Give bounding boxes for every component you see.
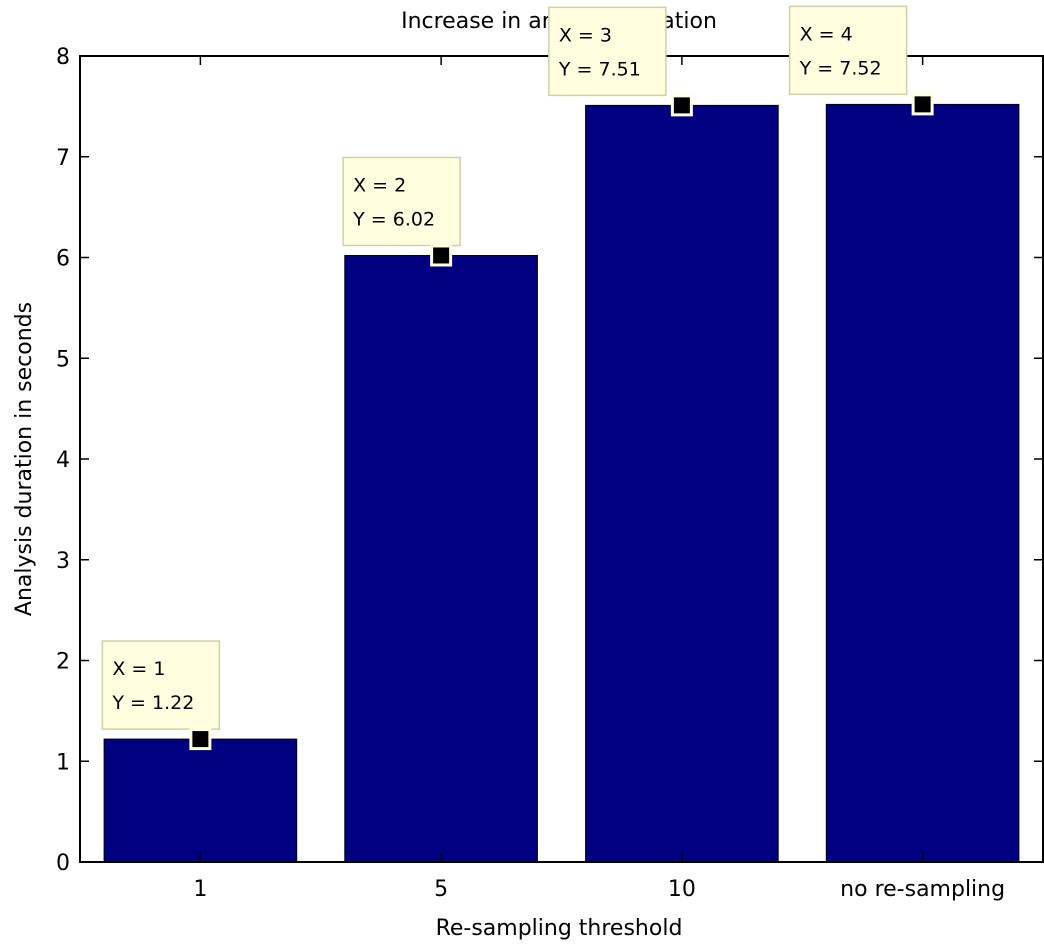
- datatip-marker-core: [914, 96, 931, 113]
- datatip-x-text: X = 1: [112, 658, 165, 680]
- datatip-box: [788, 5, 908, 96]
- x-axis-label: Re-sampling threshold: [436, 916, 683, 941]
- datatip-box: [101, 640, 221, 730]
- datatip-box: [342, 156, 461, 247]
- y-tick-label: 1: [56, 750, 70, 775]
- datatip-y-text: Y = 7.51: [558, 58, 641, 80]
- x-tick-label: 1: [193, 877, 207, 902]
- datatip-y-text: Y = 7.52: [799, 57, 882, 79]
- datatip-marker-core: [192, 731, 209, 748]
- bar: [344, 255, 538, 863]
- datatip-marker-core: [433, 247, 450, 264]
- datatip-marker-core: [673, 97, 690, 114]
- datatip-box: [548, 6, 667, 97]
- y-tick-label: 4: [56, 448, 70, 473]
- datatip-x-text: X = 3: [559, 24, 612, 46]
- y-tick-label: 6: [56, 247, 70, 272]
- datatip-x-text: X = 2: [353, 174, 406, 196]
- y-tick-label: 3: [56, 549, 70, 574]
- ticks-layer: 0 1 2 3 4 5 6 7 8 1 5 10 no re-sampling: [56, 45, 1043, 902]
- datatip-y-text: Y = 6.02: [352, 208, 435, 230]
- x-tick-label: no re-sampling: [840, 877, 1005, 902]
- bar: [825, 103, 1020, 863]
- y-axis-label: Analysis duration in seconds: [12, 302, 37, 616]
- bar: [585, 104, 779, 863]
- x-tick-label: 5: [434, 877, 448, 902]
- y-tick-label: 7: [56, 146, 70, 171]
- x-tick-label: 10: [668, 877, 696, 902]
- datatip-x-text: X = 4: [800, 23, 853, 45]
- y-tick-label: 2: [56, 650, 70, 675]
- y-tick-label: 0: [56, 851, 70, 876]
- y-tick-label: 5: [56, 347, 70, 372]
- datatip-y-text: Y = 1.22: [111, 692, 194, 714]
- y-tick-label: 8: [56, 45, 70, 70]
- bar: [103, 738, 298, 863]
- datatips-layer: X = 1 Y = 1.22 X = 2 Y = 6.02 X = 3 Y = 7.51 X…: [101, 5, 934, 751]
